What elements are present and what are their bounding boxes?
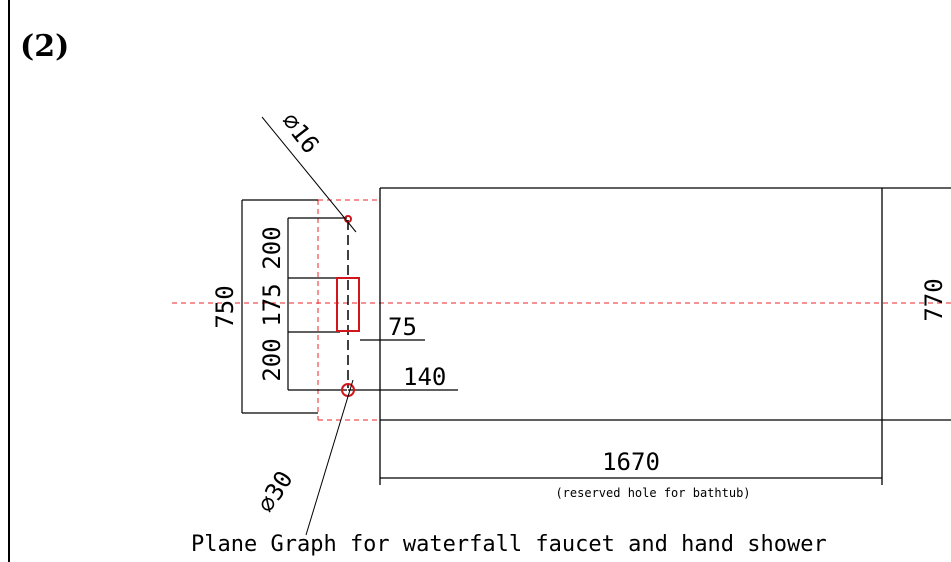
diameter-16-label: ⌀16 bbox=[276, 107, 325, 158]
sub-caption: (reserved hole for bathtub) bbox=[555, 486, 750, 500]
dim-75: 75 bbox=[388, 313, 417, 341]
dim-770: 770 bbox=[920, 278, 948, 321]
waterfall-faucet-rect bbox=[336, 277, 360, 332]
dim-1670: 1670 bbox=[602, 448, 660, 476]
segment-dimensions bbox=[287, 217, 347, 391]
red-guide-lines bbox=[172, 199, 951, 421]
diameter-30-label: ⌀30 bbox=[252, 466, 299, 518]
dim-750: 750 bbox=[211, 285, 239, 328]
overall-depth-dimension bbox=[241, 199, 318, 414]
dim-140: 140 bbox=[403, 363, 446, 391]
dim-200-bottom: 200 bbox=[258, 338, 286, 381]
dim-175: 175 bbox=[258, 283, 286, 326]
bathtub-outline bbox=[379, 187, 951, 485]
plan-caption: Plane Graph for waterfall faucet and han… bbox=[191, 532, 827, 557]
offset-leaders bbox=[348, 339, 458, 391]
dim-200-top: 200 bbox=[258, 226, 286, 269]
diameter-leaders bbox=[261, 116, 357, 536]
section-heading: (2) bbox=[20, 29, 69, 64]
